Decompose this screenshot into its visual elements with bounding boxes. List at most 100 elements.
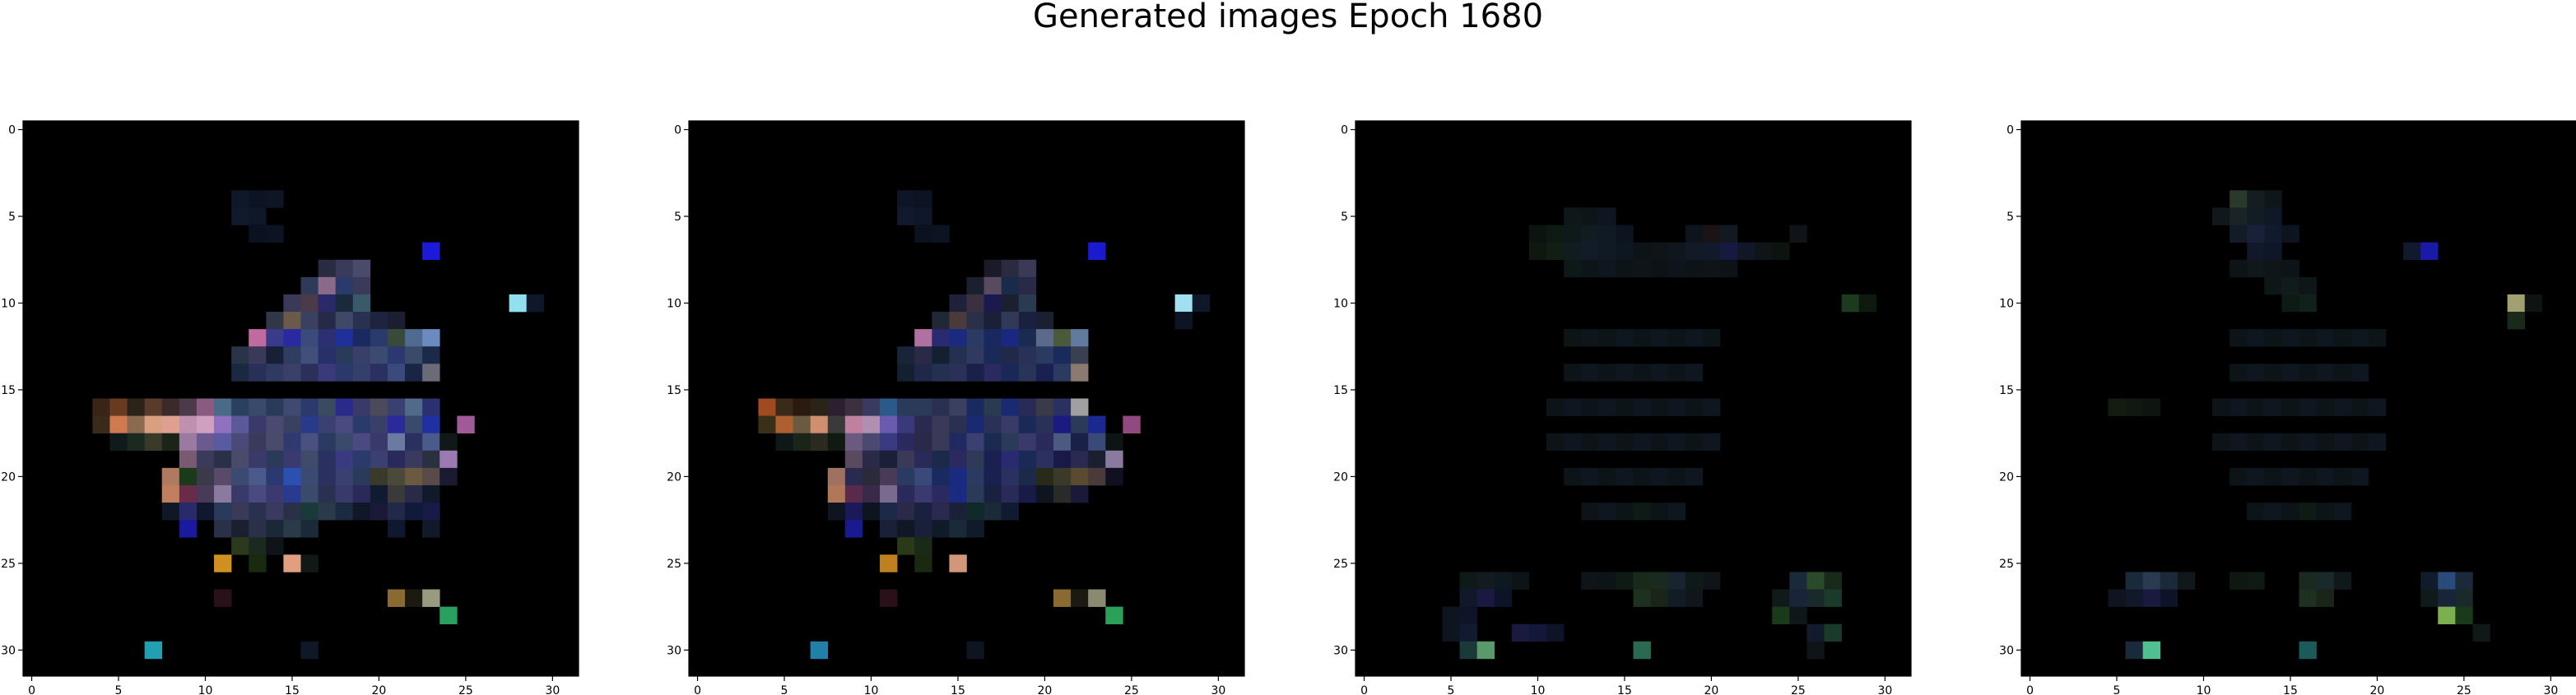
image-pixel xyxy=(249,433,267,452)
image-pixel xyxy=(2160,572,2178,590)
image-pixel xyxy=(127,415,145,433)
image-pixel xyxy=(966,415,984,433)
image-pixel xyxy=(2247,398,2265,416)
x-tick-label: 20 xyxy=(1038,684,1053,695)
image-pixel xyxy=(966,484,984,503)
image-pixel xyxy=(775,398,793,416)
image-pixel xyxy=(1459,606,1477,625)
image-pixel xyxy=(179,450,198,469)
image-pixel xyxy=(2472,623,2490,642)
image-pixel xyxy=(300,484,319,503)
image-pixel xyxy=(335,276,354,295)
image-pixel xyxy=(2438,589,2456,607)
x-tick-label: 5 xyxy=(2113,684,2121,695)
image-pixel xyxy=(1598,329,1616,347)
image-pixel xyxy=(2281,276,2299,295)
image-pixel xyxy=(2264,503,2282,521)
image-pixel xyxy=(405,450,423,469)
image-pixel xyxy=(1598,433,1616,452)
image-pixel xyxy=(880,520,898,538)
image-pixel xyxy=(1702,225,1721,243)
image-pixel xyxy=(793,415,811,433)
image-pixel xyxy=(370,503,388,521)
image-pixel xyxy=(266,433,284,452)
image-pixel xyxy=(1564,364,1582,382)
image-pixel xyxy=(1598,225,1616,243)
image-pixel xyxy=(1001,329,1020,347)
image-pixel xyxy=(196,503,215,521)
image-pixel xyxy=(249,415,267,433)
image-pixel xyxy=(1071,467,1089,486)
image-pixel xyxy=(827,484,846,503)
image-pixel xyxy=(1053,484,1072,503)
image-pixel xyxy=(405,346,423,364)
image-pixel xyxy=(1598,398,1616,416)
image-pixel xyxy=(2247,572,2265,590)
image-pixel xyxy=(370,364,388,382)
image-pixel xyxy=(862,433,881,452)
image-pixel xyxy=(2264,329,2282,347)
y-tick-label: 15 xyxy=(667,384,681,397)
image-pixel xyxy=(2350,398,2369,416)
image-pixel xyxy=(1789,606,1807,625)
image-pixel xyxy=(231,503,249,521)
image-pixel xyxy=(1001,259,1020,278)
image-pixel xyxy=(2368,329,2387,347)
image-pixel xyxy=(300,520,319,538)
image-pixel xyxy=(109,433,128,452)
image-pixel xyxy=(983,415,1002,433)
image-pixel xyxy=(2316,572,2334,590)
image-pixel xyxy=(422,398,440,416)
image-pixel xyxy=(1685,259,1704,278)
image-pixel xyxy=(249,554,267,572)
x-tick-label: 10 xyxy=(198,684,213,695)
image-pixel xyxy=(318,450,336,469)
image-pixel xyxy=(2368,433,2387,452)
image-pixel xyxy=(214,520,232,538)
image-pixel xyxy=(1511,572,1530,590)
image-pixel xyxy=(405,329,423,347)
image-pixel xyxy=(335,329,354,347)
image-pixel xyxy=(793,433,811,452)
image-pixel xyxy=(949,294,967,313)
image-pixel xyxy=(1001,503,1020,521)
image-pixel xyxy=(2264,259,2282,278)
image-pixel xyxy=(249,364,267,382)
image-pixel xyxy=(335,503,354,521)
image-pixel xyxy=(897,398,915,416)
image-pixel xyxy=(370,329,388,347)
image-pixel xyxy=(2247,467,2265,486)
image-pixel xyxy=(405,415,423,433)
image-pixel xyxy=(231,190,249,208)
image-pixel xyxy=(1616,329,1634,347)
image-pixel xyxy=(457,415,475,433)
image-pixel xyxy=(914,433,932,452)
image-pixel xyxy=(1071,398,1089,416)
image-pixel xyxy=(196,415,215,433)
image-pixel xyxy=(526,294,545,313)
image-pixel xyxy=(1633,364,1651,382)
image-pixel xyxy=(2350,467,2369,486)
image-pixel xyxy=(249,207,267,225)
image-pixel xyxy=(1088,467,1106,486)
image-pixel xyxy=(983,467,1002,486)
image-pixel xyxy=(2281,433,2299,452)
image-pixel xyxy=(897,190,915,208)
image-pixel xyxy=(2177,572,2196,590)
image-pixel xyxy=(1667,398,1686,416)
image-pixel xyxy=(2230,433,2248,452)
image-pixel xyxy=(300,641,319,660)
image-pixel xyxy=(2333,467,2352,486)
image-pixel xyxy=(983,294,1002,313)
image-pixel xyxy=(439,450,458,469)
image-pixel xyxy=(318,329,336,347)
image-pixel xyxy=(1702,398,1721,416)
image-pixel xyxy=(914,190,932,208)
image-pixel xyxy=(2299,294,2317,313)
image-pixel xyxy=(2507,294,2526,313)
image-pixel xyxy=(914,364,932,382)
image-pixel xyxy=(932,398,950,416)
image-pixel xyxy=(1088,415,1106,433)
image-pixel xyxy=(966,467,984,486)
image-pixel xyxy=(300,398,319,416)
